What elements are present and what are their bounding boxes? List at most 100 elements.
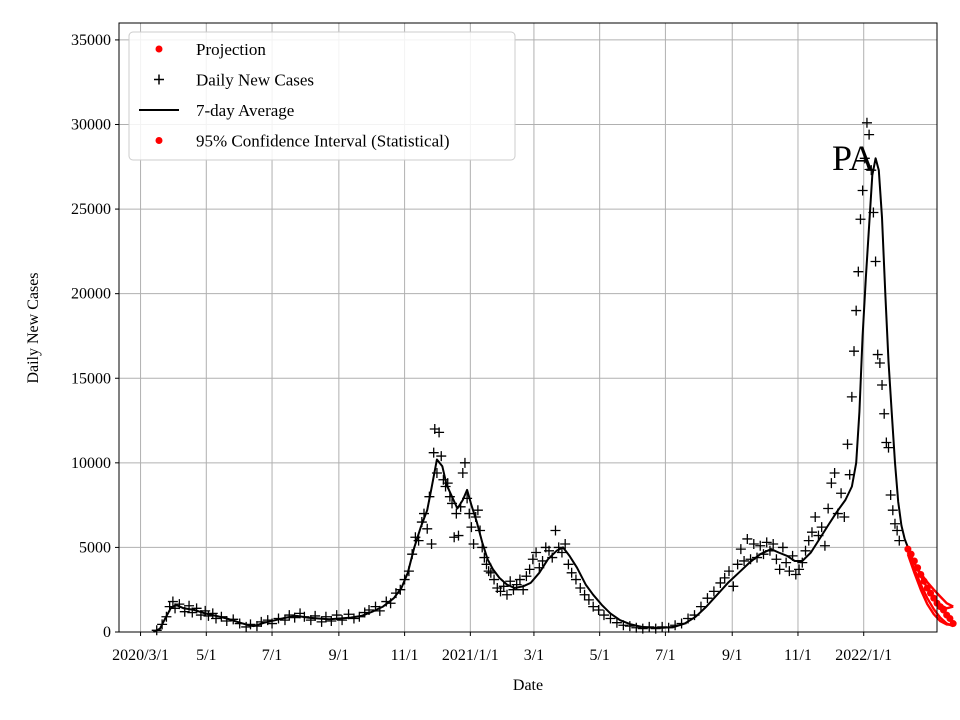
daily-case-point bbox=[842, 439, 853, 450]
daily-case-point bbox=[851, 305, 862, 316]
legend-marker-dot bbox=[155, 137, 163, 144]
daily-case-point bbox=[426, 539, 437, 550]
x-tick-label: 11/1 bbox=[784, 647, 812, 664]
daily-case-point bbox=[284, 610, 295, 621]
y-tick-label: 20000 bbox=[71, 286, 111, 303]
y-tick-label: 35000 bbox=[71, 32, 111, 49]
daily-case-point bbox=[823, 503, 834, 514]
projection-point bbox=[949, 620, 957, 628]
daily-case-point bbox=[605, 613, 616, 624]
daily-case-point bbox=[550, 525, 561, 536]
daily-case-point bbox=[784, 566, 795, 577]
daily-case-point bbox=[422, 523, 433, 534]
daily-case-point bbox=[781, 557, 792, 568]
daily-case-point bbox=[593, 605, 604, 616]
legend-label: Daily New Cases bbox=[196, 71, 314, 90]
daily-case-point bbox=[588, 601, 599, 612]
daily-case-point bbox=[761, 537, 772, 548]
y-tick-label: 15000 bbox=[71, 370, 111, 387]
daily-case-point bbox=[768, 539, 779, 550]
projection-point bbox=[917, 570, 925, 578]
daily-case-point bbox=[472, 505, 483, 516]
daily-case-point bbox=[524, 564, 535, 575]
daily-case-point bbox=[560, 539, 571, 550]
x-tick-label: 5/1 bbox=[196, 647, 216, 664]
daily-case-point bbox=[434, 427, 445, 438]
plot-frame bbox=[118, 22, 938, 633]
daily-case-point bbox=[531, 547, 542, 558]
legend-label: Projection bbox=[196, 40, 266, 59]
daily-case-point bbox=[874, 358, 885, 369]
daily-case-point bbox=[872, 349, 883, 360]
daily-case-point bbox=[861, 117, 872, 128]
daily-case-point bbox=[846, 391, 857, 402]
projection-point bbox=[907, 550, 915, 558]
x-tick-label: 7/1 bbox=[655, 647, 675, 664]
daily-case-point bbox=[836, 488, 847, 499]
x-tick-label: 3/1 bbox=[524, 647, 544, 664]
line-series bbox=[153, 157, 954, 633]
daily-case-point bbox=[466, 522, 477, 533]
x-tick-label: 2021/1/1 bbox=[442, 647, 499, 664]
daily-case-point bbox=[715, 577, 726, 588]
daily-case-point bbox=[514, 574, 525, 585]
y-tick-label: 5000 bbox=[79, 539, 111, 556]
y-axis-label: Daily New Cases bbox=[25, 272, 42, 383]
daily-case-point bbox=[702, 593, 713, 604]
daily-case-point bbox=[501, 589, 512, 600]
daily-case-point bbox=[864, 129, 875, 140]
daily-case-point bbox=[631, 622, 642, 633]
daily-case-point bbox=[598, 610, 609, 621]
daily-case-point bbox=[495, 586, 506, 597]
x-tick-label: 7/1 bbox=[262, 647, 282, 664]
legend-marker-dot bbox=[155, 45, 163, 53]
projection-point bbox=[904, 545, 912, 553]
daily-case-point bbox=[583, 594, 594, 605]
daily-case-point bbox=[742, 533, 753, 544]
daily-case-point bbox=[894, 535, 905, 546]
x-tick-label: 2022/1/1 bbox=[835, 647, 892, 664]
daily-case-point bbox=[468, 539, 479, 550]
daily-case-point bbox=[723, 566, 734, 577]
daily-case-point bbox=[883, 442, 894, 453]
daily-case-point bbox=[853, 266, 864, 277]
daily-case-point bbox=[800, 545, 811, 556]
daily-case-point bbox=[544, 545, 555, 556]
daily-case-point bbox=[870, 256, 881, 267]
daily-case-point bbox=[708, 586, 719, 597]
projection-point bbox=[927, 589, 935, 597]
projection-point bbox=[923, 584, 931, 592]
daily-case-point bbox=[794, 564, 805, 575]
daily-case-point bbox=[566, 567, 577, 578]
daily-case-point bbox=[489, 574, 500, 585]
daily-case-point bbox=[755, 540, 766, 551]
daily-case-point bbox=[892, 525, 903, 536]
projection-point bbox=[930, 594, 938, 602]
series-line-95-confidence-interval-lower-2 bbox=[906, 553, 954, 627]
daily-case-point bbox=[855, 214, 866, 225]
daily-case-point bbox=[829, 467, 840, 478]
daily-case-point bbox=[866, 165, 877, 176]
x-tick-label: 9/1 bbox=[722, 647, 742, 664]
daily-case-point bbox=[732, 559, 743, 570]
daily-case-point bbox=[436, 451, 447, 462]
projection-point bbox=[920, 577, 928, 585]
daily-case-point bbox=[167, 596, 178, 607]
daily-case-point bbox=[527, 554, 538, 565]
daily-case-point bbox=[428, 447, 439, 458]
daily-case-point bbox=[790, 569, 801, 580]
projection-point bbox=[946, 614, 954, 622]
daily-case-point bbox=[449, 532, 460, 543]
daily-case-point bbox=[728, 581, 739, 592]
daily-case-point bbox=[748, 539, 759, 550]
y-axis-ticks: 0 5000 10000 15000 20000 25000 30000 35000 bbox=[71, 32, 119, 641]
state-annotation: PA bbox=[832, 138, 875, 178]
x-tick-label: 2020/3/1 bbox=[112, 647, 169, 664]
legend-label: 95% Confidence Interval (Statistical) bbox=[196, 132, 450, 151]
daily-case-point bbox=[521, 571, 532, 582]
y-tick-label: 30000 bbox=[71, 117, 111, 134]
daily-case-point bbox=[777, 542, 788, 553]
daily-case-point bbox=[453, 530, 464, 541]
projection-point bbox=[914, 564, 922, 572]
daily-case-point bbox=[305, 615, 316, 626]
